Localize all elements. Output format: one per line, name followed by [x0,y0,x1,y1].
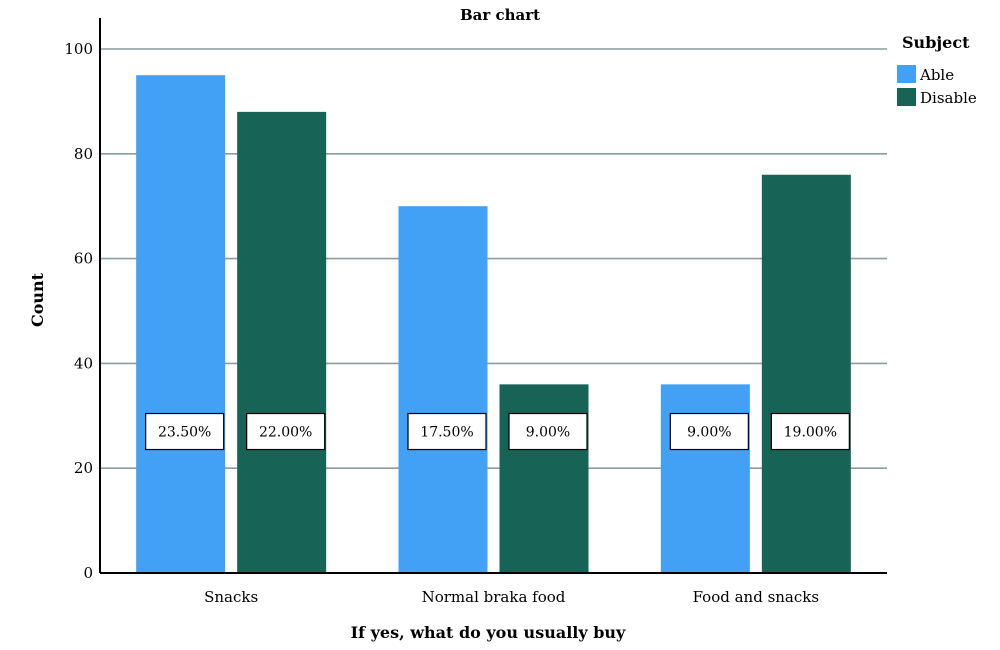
bar-able-1 [136,75,226,573]
data-label: 17.50% [420,425,473,441]
y-tick-label: 100 [64,40,93,58]
grid [100,48,887,470]
y-tick-label: 20 [74,459,93,477]
legend-title: Subject [902,33,970,52]
legend-swatch-able [897,65,916,83]
legend: Subject Able Disable [897,33,977,107]
bar-able-3 [660,384,750,573]
y-tick-label: 60 [74,250,93,268]
y-tick-labels: 0 20 40 60 80 100 [64,40,93,582]
data-labels: 23.50% 22.00% 17.50% 9.00% 9.00% 19.00% [145,412,850,451]
data-label: 23.50% [158,425,211,441]
bar-able-2 [398,206,488,573]
legend-swatch-disable [897,88,916,106]
x-axis-label: If yes, what do you usually buy [351,623,626,642]
legend-label-disable: Disable [920,89,977,107]
bars [136,75,851,573]
data-label: 9.00% [526,425,570,441]
legend-label-able: Able [919,66,954,84]
data-label-box [246,412,326,451]
bar-disable-3 [761,174,851,573]
data-label-box [770,412,850,451]
x-tick-labels: Snacks Normal braka food Food and snacks [204,588,819,606]
bar-disable-1 [237,111,327,573]
y-axis-label: Count [28,272,47,327]
bar-disable-2 [499,384,589,573]
data-label-box [145,412,225,451]
data-label-box [669,412,749,451]
y-tick-label: 40 [74,354,93,372]
x-tick-label: Snacks [204,588,258,606]
y-tick-label: 0 [83,564,93,582]
data-label-box [508,412,588,451]
data-label-box [407,412,487,451]
y-tick-label: 80 [74,145,93,163]
data-label: 22.00% [259,425,312,441]
x-tick-label: Normal braka food [422,588,566,606]
chart-title: Bar chart [460,6,540,24]
data-label: 9.00% [687,425,731,441]
data-label: 19.00% [784,425,837,441]
x-tick-label: Food and snacks [693,588,819,606]
